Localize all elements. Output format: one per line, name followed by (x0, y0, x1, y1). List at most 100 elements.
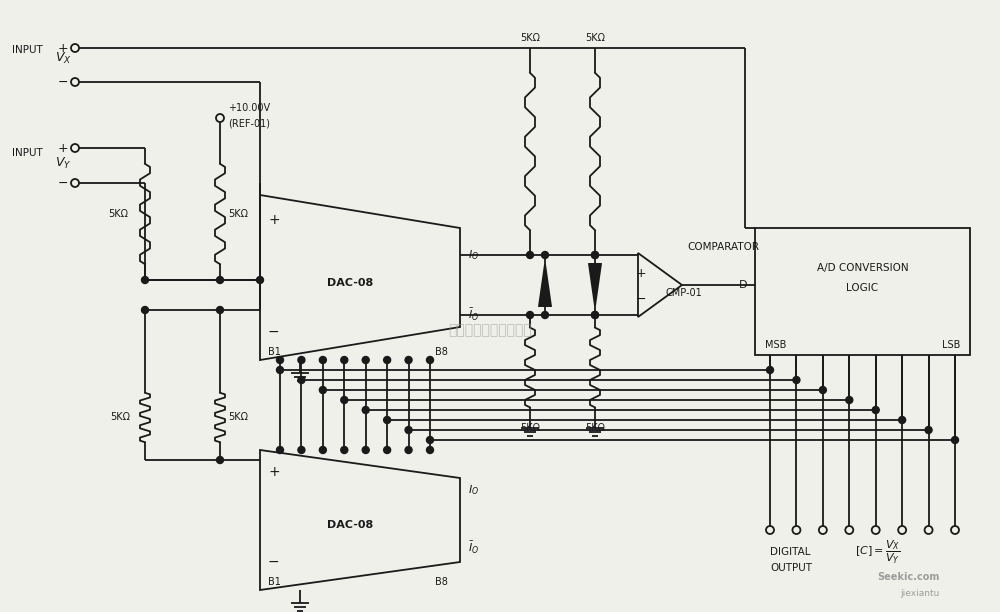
Text: D: D (738, 280, 747, 290)
Text: LSB: LSB (942, 340, 960, 350)
Text: −: − (268, 555, 280, 569)
Text: +10.00V: +10.00V (228, 103, 270, 113)
Circle shape (216, 307, 224, 313)
Circle shape (792, 526, 800, 534)
Circle shape (71, 78, 79, 86)
Circle shape (319, 447, 326, 453)
Text: $\bar{I}_O$: $\bar{I}_O$ (468, 540, 479, 556)
Text: +: + (268, 213, 280, 227)
Circle shape (362, 357, 369, 364)
Circle shape (298, 357, 305, 364)
Circle shape (426, 436, 434, 444)
Circle shape (319, 357, 326, 364)
Circle shape (276, 367, 284, 373)
Text: DAC-08: DAC-08 (327, 520, 373, 530)
Circle shape (426, 447, 434, 453)
Circle shape (341, 397, 348, 403)
Text: DIGITAL: DIGITAL (770, 547, 810, 557)
Circle shape (384, 357, 391, 364)
Circle shape (405, 357, 412, 364)
Polygon shape (539, 264, 551, 306)
Circle shape (341, 447, 348, 453)
Circle shape (767, 367, 774, 373)
Circle shape (298, 447, 305, 453)
Circle shape (819, 387, 826, 394)
Polygon shape (638, 253, 682, 317)
Text: B1: B1 (268, 347, 281, 357)
Circle shape (766, 526, 774, 534)
Text: 5KΩ: 5KΩ (520, 423, 540, 433)
Circle shape (384, 447, 391, 453)
Text: COMPARATOR: COMPARATOR (687, 242, 759, 252)
Text: $V_X$: $V_X$ (55, 50, 72, 65)
Circle shape (898, 526, 906, 534)
Text: B8: B8 (435, 577, 448, 587)
Text: 5KΩ: 5KΩ (585, 423, 605, 433)
Circle shape (142, 307, 148, 313)
Text: 5KΩ: 5KΩ (520, 33, 540, 43)
Circle shape (845, 526, 853, 534)
Text: (REF-01): (REF-01) (228, 118, 270, 128)
Text: 5KΩ: 5KΩ (108, 209, 128, 219)
Circle shape (872, 406, 879, 414)
Text: LOGIC: LOGIC (846, 283, 879, 293)
Circle shape (71, 44, 79, 52)
Circle shape (142, 277, 148, 283)
Text: INPUT: INPUT (12, 45, 43, 55)
Text: 5KΩ: 5KΩ (228, 209, 248, 219)
Text: MSB: MSB (765, 340, 786, 350)
Text: $V_Y$: $V_Y$ (55, 155, 71, 171)
Text: −: − (268, 325, 280, 339)
Text: +: + (57, 141, 68, 154)
Text: $I_O$: $I_O$ (468, 248, 479, 262)
Text: B8: B8 (435, 347, 448, 357)
Circle shape (216, 457, 224, 463)
Text: +: + (268, 465, 280, 479)
Circle shape (542, 252, 548, 258)
Text: 5KΩ: 5KΩ (585, 33, 605, 43)
Circle shape (216, 114, 224, 122)
Text: OUTPUT: OUTPUT (770, 563, 812, 573)
Circle shape (899, 417, 906, 424)
Text: B1: B1 (268, 577, 281, 587)
Circle shape (276, 447, 284, 453)
Circle shape (952, 436, 958, 444)
Circle shape (405, 427, 412, 433)
Text: DAC-08: DAC-08 (327, 277, 373, 288)
Bar (755, 228, 970, 355)
Text: INPUT: INPUT (12, 148, 43, 158)
Circle shape (542, 312, 548, 318)
Text: 5KΩ: 5KΩ (228, 412, 248, 422)
Text: CMP-01: CMP-01 (665, 288, 702, 298)
Circle shape (526, 252, 534, 258)
Circle shape (793, 376, 800, 384)
Text: $[C] = \dfrac{V_X}{V_Y}$: $[C] = \dfrac{V_X}{V_Y}$ (855, 539, 900, 565)
Text: −: − (58, 75, 68, 89)
Circle shape (592, 312, 598, 318)
Circle shape (925, 526, 933, 534)
Text: $I_O$: $I_O$ (468, 483, 479, 497)
Circle shape (71, 144, 79, 152)
Circle shape (951, 526, 959, 534)
Polygon shape (589, 264, 601, 306)
Polygon shape (260, 195, 460, 360)
Circle shape (384, 417, 391, 424)
Circle shape (592, 252, 598, 258)
Circle shape (925, 427, 932, 433)
Circle shape (592, 252, 598, 258)
Circle shape (216, 277, 224, 283)
Circle shape (405, 447, 412, 453)
Circle shape (319, 387, 326, 394)
Circle shape (426, 357, 434, 364)
Text: 杭州将春科技有限公司: 杭州将春科技有限公司 (448, 323, 532, 337)
Circle shape (71, 179, 79, 187)
Circle shape (872, 526, 880, 534)
Circle shape (362, 406, 369, 414)
Polygon shape (260, 450, 460, 590)
Text: $\bar{I}_O$: $\bar{I}_O$ (468, 307, 479, 323)
Circle shape (362, 447, 369, 453)
Text: Seekic.com: Seekic.com (878, 572, 940, 582)
Circle shape (298, 376, 305, 384)
Text: 5KΩ: 5KΩ (110, 412, 130, 422)
Text: jiexiantu: jiexiantu (901, 589, 940, 598)
